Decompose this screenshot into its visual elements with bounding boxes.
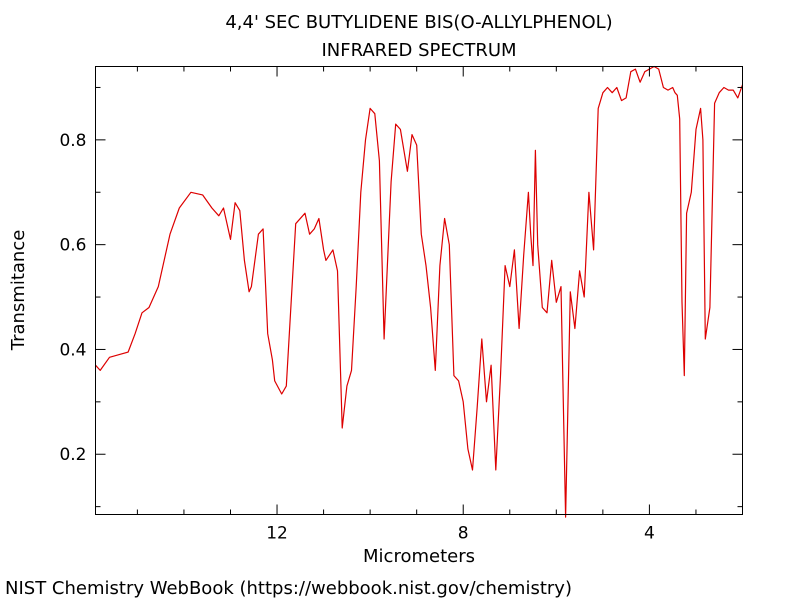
plot-frame — [95, 66, 743, 515]
y-tick-label: 0.2 — [59, 445, 86, 465]
axis-ticks: 12 8 4 0.2 0.4 0.6 0.8 — [59, 66, 743, 544]
source-credit: NIST Chemistry WebBook (https://webbook.… — [5, 578, 572, 599]
x-tick-label: 4 — [644, 524, 655, 544]
spectrum-line-0 — [95, 65, 744, 518]
x-tick-label: 12 — [266, 524, 288, 544]
x-tick-label: 8 — [458, 524, 469, 544]
y-tick-label: 0.4 — [59, 340, 86, 360]
y-axis-label: Transmitance — [8, 230, 29, 352]
plot-area — [95, 65, 744, 518]
x-axis-label: Micrometers — [363, 546, 475, 567]
y-tick-label: 0.6 — [59, 236, 86, 256]
chart-subtitle: INFRARED SPECTRUM — [321, 40, 516, 61]
y-tick-label: 0.8 — [59, 131, 86, 151]
chart-title: 4,4' SEC BUTYLIDENE BIS(O-ALLYLPHENOL) — [225, 12, 612, 33]
